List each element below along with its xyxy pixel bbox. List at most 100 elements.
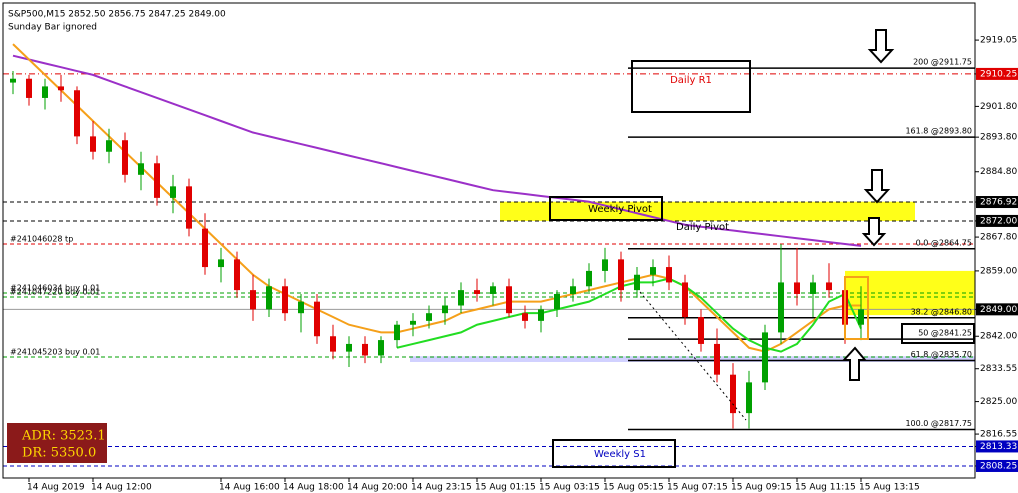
candle-body bbox=[58, 86, 64, 91]
highlight-box bbox=[844, 276, 869, 340]
arrow-up bbox=[841, 346, 868, 381]
ma-line bbox=[396, 277, 862, 353]
fib-label: 0.0 @2864.75 bbox=[916, 238, 972, 247]
label-box bbox=[901, 323, 975, 344]
dr-label: DR: 5350.0 bbox=[22, 446, 96, 461]
candle-body bbox=[826, 282, 832, 291]
axes: 2919.05 2910.25 2901.80 2893.80 2884.80 2876.… bbox=[27, 36, 1018, 493]
candle-body bbox=[122, 140, 128, 175]
weekly-pivot-label: Weekly Pivot bbox=[588, 204, 652, 215]
candle-body bbox=[282, 286, 288, 314]
candle-body bbox=[26, 78, 32, 98]
x-tick-label: 15 Aug 07:15 bbox=[667, 483, 728, 493]
price-tag bbox=[976, 440, 1018, 453]
fib-label: 200 @2911.75 bbox=[913, 58, 972, 67]
arrows bbox=[841, 29, 895, 381]
y-tick-label: 2910.25 bbox=[980, 69, 1017, 79]
candle-body bbox=[442, 305, 448, 314]
candle-body bbox=[106, 140, 112, 152]
candle-body bbox=[602, 259, 608, 271]
fib-label: 61.8 @2835.70 bbox=[911, 350, 972, 359]
candle-body bbox=[154, 163, 160, 198]
chart-title: S&P500,M15 2852.50 2856.75 2847.25 2849.… bbox=[8, 10, 226, 20]
order-label: #241047220 buy 0.01 bbox=[10, 288, 100, 297]
candle-body bbox=[810, 282, 816, 294]
candle-body bbox=[314, 301, 320, 337]
x-tick-label: 14 Aug 16:00 bbox=[219, 483, 280, 493]
price-tag bbox=[976, 214, 1018, 227]
adr-panel bbox=[7, 423, 107, 463]
candle-body bbox=[490, 286, 496, 294]
plot-frame bbox=[2, 2, 976, 479]
candle-body bbox=[10, 78, 16, 83]
candle-body bbox=[218, 259, 224, 268]
candle-body bbox=[330, 336, 336, 352]
candle-body bbox=[234, 259, 240, 291]
fib-label: 38.2 @2846.80 bbox=[911, 307, 972, 316]
zone bbox=[410, 356, 975, 362]
price-tag bbox=[976, 67, 1018, 80]
y-tick-label: 2833.55 bbox=[980, 364, 1017, 374]
x-tick-label: 14 Aug 2019 bbox=[27, 483, 85, 493]
candle-body bbox=[730, 374, 736, 414]
y-tick-label: 2893.80 bbox=[980, 133, 1017, 143]
candle-body bbox=[426, 313, 432, 321]
y-tick-label: 2867.80 bbox=[980, 233, 1017, 243]
x-tick-label: 14 Aug 18:00 bbox=[283, 483, 344, 493]
y-tick-label: 2813.33 bbox=[980, 442, 1017, 452]
candle-body bbox=[410, 320, 416, 325]
candle-body bbox=[746, 382, 752, 414]
y-tick-label: 2919.05 bbox=[980, 36, 1017, 46]
candle-body bbox=[42, 86, 48, 98]
y-tick-label: 2901.80 bbox=[980, 102, 1017, 112]
candle-body bbox=[202, 228, 208, 268]
candle-body bbox=[346, 343, 352, 352]
candle-body bbox=[618, 259, 624, 291]
x-tick-label: 15 Aug 11:15 bbox=[795, 483, 856, 493]
arrow-down bbox=[867, 29, 895, 64]
candle-body bbox=[362, 343, 368, 356]
weekly-s1-label: Weekly S1 bbox=[594, 449, 646, 460]
ma-line bbox=[12, 54, 862, 247]
y-tick-label: 2859.00 bbox=[980, 266, 1017, 276]
y-tick-label: 2825.00 bbox=[980, 397, 1017, 407]
y-tick-label: 2876.92 bbox=[980, 198, 1017, 208]
candle-body bbox=[858, 309, 864, 325]
candle-body bbox=[186, 186, 192, 229]
candle-body bbox=[378, 340, 384, 356]
y-tick-label: 2816.55 bbox=[980, 430, 1017, 440]
order-label: #241045203 buy 0.01 bbox=[10, 348, 100, 357]
candle-body bbox=[474, 290, 480, 294]
candle-body bbox=[74, 90, 80, 137]
candle-body bbox=[570, 286, 576, 294]
candle-body bbox=[634, 274, 640, 291]
candle-body bbox=[298, 301, 304, 314]
x-tick-label: 14 Aug 23:15 bbox=[411, 483, 472, 493]
arrow-down bbox=[861, 217, 887, 247]
label-box bbox=[552, 439, 676, 468]
daily-r1-label: Daily R1 bbox=[670, 75, 712, 86]
candle-body bbox=[458, 290, 464, 306]
plot-main bbox=[10, 43, 864, 429]
x-tick-label: 15 Aug 13:15 bbox=[859, 483, 920, 493]
fib-label: 161.8 @2893.80 bbox=[905, 127, 972, 136]
candle-body bbox=[586, 270, 592, 287]
candle-body bbox=[266, 286, 272, 310]
fib-label: 100.0 @2817.75 bbox=[905, 419, 972, 428]
candle-body bbox=[650, 267, 656, 275]
y-tick-label: 2842.00 bbox=[980, 332, 1017, 342]
chart-subtitle: Sunday Bar ignored bbox=[8, 23, 97, 33]
daily-pivot-label: Daily Pivot bbox=[676, 222, 729, 233]
zone bbox=[500, 201, 915, 221]
x-tick-label: 15 Aug 09:15 bbox=[731, 483, 792, 493]
order-label: #241046034 buy 0.01 bbox=[10, 284, 100, 293]
price-tag bbox=[976, 459, 1018, 472]
candle-body bbox=[394, 324, 400, 341]
fib-label: 50 @2841.25 bbox=[918, 329, 972, 338]
price-tag bbox=[976, 196, 1018, 209]
label-box bbox=[549, 196, 663, 221]
price-tag bbox=[976, 303, 1018, 316]
candle-body bbox=[778, 282, 784, 333]
